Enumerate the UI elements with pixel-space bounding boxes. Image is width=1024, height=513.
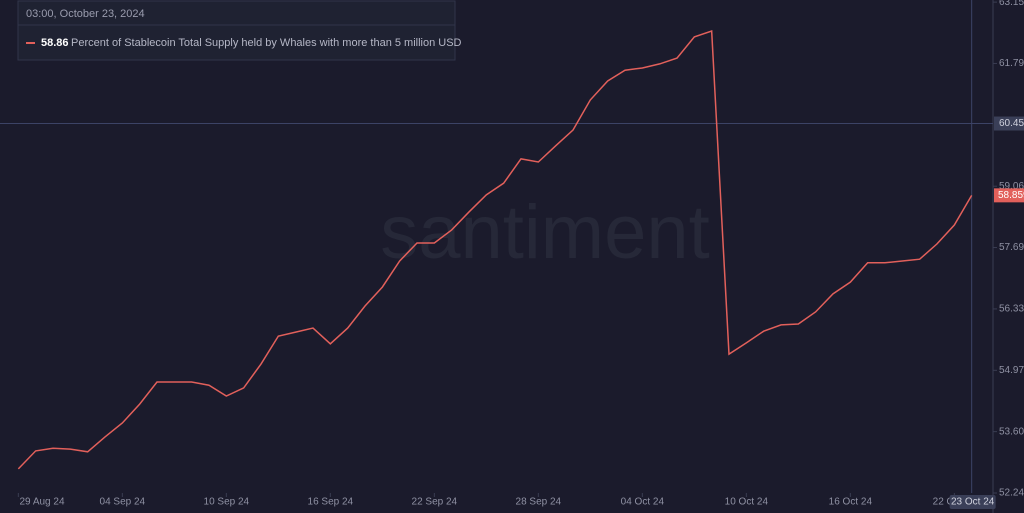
y-tick-label: 54.971	[999, 365, 1024, 376]
x-tick-label: 28 Sep 24	[516, 497, 562, 508]
tooltip-box	[17, 0, 456, 61]
y-tick-label: 59.062	[999, 181, 1024, 192]
crosshair-y-box	[994, 116, 1024, 131]
x-tick-label: 16 Sep 24	[308, 497, 354, 508]
last-value-label: 58.859	[998, 190, 1024, 201]
watermark: santiment	[380, 190, 710, 275]
crosshair-y-label: 60.455	[999, 118, 1024, 129]
y-tick-label: 61.79	[999, 58, 1024, 69]
y-tick-label: 57.699	[999, 242, 1024, 253]
x-tick-label: 10 Sep 24	[204, 497, 250, 508]
tooltip-header: 03:00, October 23, 2024	[26, 8, 145, 20]
y-tick-label: 56.335	[999, 304, 1024, 315]
tooltip-series-name: Percent of Stablecoin Total Supply held …	[71, 37, 462, 49]
y-tick-label: 53.608	[999, 426, 1024, 437]
series-line	[17, 30, 973, 470]
x-tick-label: 22 Sep 24	[412, 497, 458, 508]
x-tick-label: 29 Aug 24	[19, 497, 64, 508]
last-value-box	[994, 188, 1024, 203]
x-tick-label: 16 Oct 24	[829, 497, 873, 508]
x-tick-label: 04 Sep 24	[100, 497, 146, 508]
x-tick-label: 10 Oct 24	[725, 497, 769, 508]
crosshair-x-box	[949, 495, 996, 509]
y-tick-label: 63.153	[999, 0, 1024, 8]
tooltip: 03:00, October 23, 2024 58.86 Percent of…	[17, 0, 462, 61]
tooltip-value: 58.86	[41, 37, 69, 49]
x-tick-label: 04 Oct 24	[621, 497, 665, 508]
y-tick-label: 52.244	[999, 488, 1024, 499]
crosshair-x-label: 23 Oct 24	[951, 497, 995, 508]
